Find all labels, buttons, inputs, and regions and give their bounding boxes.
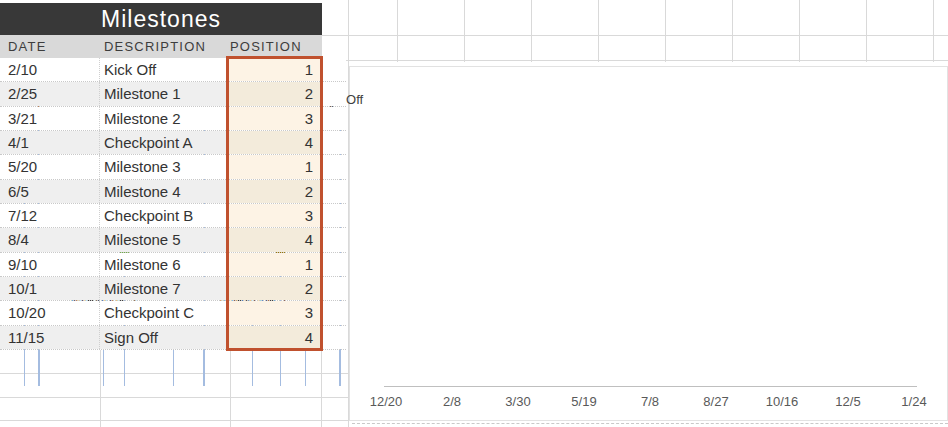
table-row[interactable]: 9/10Milestone 61 (0, 253, 346, 277)
table-row[interactable]: 2/25Milestone 12 (0, 82, 346, 106)
cell-empty[interactable] (322, 253, 346, 276)
table-title[interactable]: Milestones (0, 3, 322, 35)
gridline-vertical (100, 350, 101, 427)
cell-empty[interactable] (322, 301, 346, 324)
gridline-horizontal (0, 397, 348, 398)
table-row[interactable]: 8/4Milestone 54 (0, 228, 346, 252)
gridline-vertical (230, 350, 231, 427)
column-header-position[interactable]: POSITION (228, 35, 322, 58)
cell-position[interactable]: 4 (228, 131, 322, 154)
cell-description[interactable]: Checkpoint A (100, 131, 228, 154)
cell-date[interactable]: 8/4 (0, 228, 100, 251)
cell-date[interactable]: 2/10 (0, 58, 100, 81)
gridline-horizontal (0, 420, 348, 421)
gridline-vertical (531, 0, 532, 62)
chart-panel[interactable]: 12/202/83/305/197/88/2710/1612/51/24Kick… (349, 66, 948, 421)
gridline-vertical (799, 0, 800, 62)
cell-description[interactable]: Milestone 2 (100, 107, 228, 130)
cell-description[interactable]: Milestone 1 (100, 82, 228, 105)
cell-description[interactable]: Milestone 3 (100, 155, 228, 178)
cell-empty[interactable] (322, 228, 346, 251)
axis-tick-label: 1/24 (874, 393, 948, 411)
column-header-date[interactable]: DATE (0, 35, 100, 58)
table-row[interactable]: 7/12Checkpoint B3 (0, 204, 346, 228)
cell-position[interactable]: 4 (228, 228, 322, 251)
column-header-description[interactable]: DESCRIPTION (100, 35, 228, 58)
cell-description[interactable]: Kick Off (100, 58, 228, 81)
cell-position[interactable]: 3 (228, 301, 322, 324)
cell-position[interactable]: 1 (228, 253, 322, 276)
cell-empty[interactable] (322, 326, 346, 349)
table-row[interactable]: 4/1Checkpoint A4 (0, 131, 346, 155)
gridline-horizontal (322, 35, 948, 36)
cell-date[interactable]: 9/10 (0, 253, 100, 276)
gridline-vertical (732, 0, 733, 62)
table-row[interactable]: 6/5Milestone 42 (0, 180, 346, 204)
cell-position[interactable]: 3 (228, 107, 322, 130)
cell-date[interactable]: 3/21 (0, 107, 100, 130)
cell-empty[interactable] (322, 82, 346, 105)
spreadsheet-view: Milestones DATE DESCRIPTION POSITION 2/1… (0, 0, 948, 427)
gridline-vertical (321, 350, 322, 427)
table-row[interactable]: 10/20Checkpoint C3 (0, 301, 346, 325)
gridline-vertical (665, 0, 666, 62)
cell-description[interactable]: Milestone 7 (100, 277, 228, 300)
cell-description[interactable]: Milestone 6 (100, 253, 228, 276)
cell-position[interactable]: 4 (228, 326, 322, 349)
table-row[interactable]: 3/21Milestone 23 (0, 107, 346, 131)
cell-date[interactable]: 5/20 (0, 155, 100, 178)
cell-position[interactable]: 2 (228, 82, 322, 105)
cell-position[interactable]: 1 (228, 58, 322, 81)
page-break-dashed-line (352, 423, 948, 424)
cell-position[interactable]: 2 (228, 180, 322, 203)
cell-empty[interactable] (322, 155, 346, 178)
cell-description[interactable]: Checkpoint B (100, 204, 228, 227)
gridline-vertical (397, 0, 398, 62)
table-row[interactable]: 10/1Milestone 72 (0, 277, 346, 301)
gridline-vertical (866, 0, 867, 62)
table-header-row: DATE DESCRIPTION POSITION (0, 35, 322, 58)
gridline-vertical (464, 0, 465, 62)
cell-position[interactable]: 2 (228, 277, 322, 300)
cell-empty[interactable] (322, 131, 346, 154)
cell-position[interactable]: 1 (228, 155, 322, 178)
cell-date[interactable]: 6/5 (0, 180, 100, 203)
gridline-horizontal (322, 60, 948, 61)
table-row[interactable]: 5/20Milestone 31 (0, 155, 346, 179)
chart-x-axis-line (384, 386, 917, 387)
cell-date[interactable]: 10/1 (0, 277, 100, 300)
cell-empty[interactable] (322, 107, 346, 130)
gridline-vertical (598, 0, 599, 62)
cell-date[interactable]: 2/25 (0, 82, 100, 105)
cell-date[interactable]: 10/20 (0, 301, 100, 324)
table-body: 2/10Kick Off12/25Milestone 123/21Milesto… (0, 58, 346, 350)
table-row[interactable]: 11/15Sign Off4 (0, 326, 346, 350)
table-row[interactable]: 2/10Kick Off1 (0, 58, 346, 82)
cell-empty[interactable] (322, 204, 346, 227)
cell-description[interactable]: Milestone 5 (100, 228, 228, 251)
cell-date[interactable]: 11/15 (0, 326, 100, 349)
cell-empty[interactable] (322, 180, 346, 203)
cell-description[interactable]: Sign Off (100, 326, 228, 349)
cell-description[interactable]: Checkpoint C (100, 301, 228, 324)
cell-date[interactable]: 7/12 (0, 204, 100, 227)
cell-date[interactable]: 4/1 (0, 131, 100, 154)
gridline-vertical (933, 0, 934, 62)
cell-position[interactable]: 3 (228, 204, 322, 227)
cell-empty[interactable] (322, 277, 346, 300)
cell-empty[interactable] (322, 58, 346, 81)
cell-description[interactable]: Milestone 4 (100, 180, 228, 203)
